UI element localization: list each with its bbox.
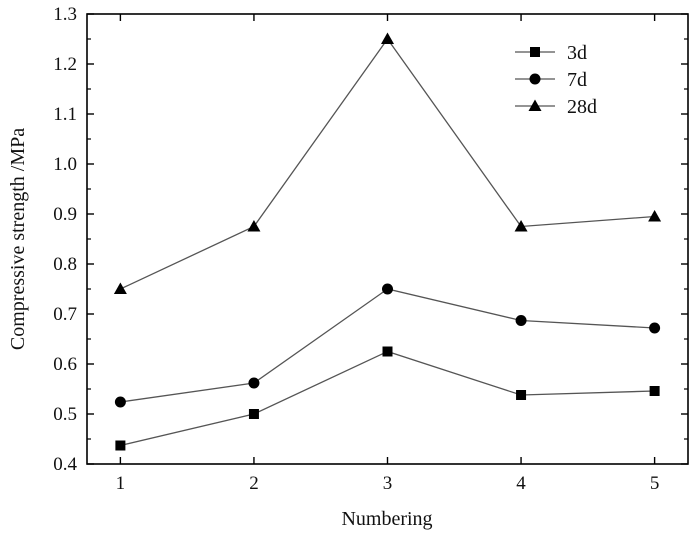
data-point-3d xyxy=(248,409,259,419)
legend-label: 3d xyxy=(567,42,587,64)
x-tick-label: 4 xyxy=(516,473,526,494)
x-tick-label: 3 xyxy=(383,473,393,494)
x-axis-ticks: 1 2 3 4 5 xyxy=(116,14,660,494)
y-axis-ticks: 0.4 0.5 0.6 0.7 0.8 0.9 1.0 1.1 1.2 1.3 xyxy=(53,4,688,475)
data-point-7d xyxy=(515,315,527,326)
data-point-28d xyxy=(514,220,528,232)
y-tick-label: 0.9 xyxy=(53,204,77,225)
legend-marker-7d xyxy=(529,73,541,85)
x-tick-label: 2 xyxy=(249,473,259,494)
x-tick-label: 1 xyxy=(116,473,126,494)
y-tick-label: 0.4 xyxy=(53,454,77,475)
legend-item-7d: 7d xyxy=(515,69,587,91)
y-tick-label: 1.1 xyxy=(53,104,77,125)
y-tick-label: 0.7 xyxy=(53,304,77,325)
y-tick-label: 1.2 xyxy=(53,54,77,75)
data-point-3d xyxy=(115,440,126,451)
data-point-3d xyxy=(516,390,527,400)
series-layer xyxy=(113,32,662,451)
y-tick-label: 0.8 xyxy=(53,254,77,275)
series-7d xyxy=(114,283,661,408)
legend-label: 28d xyxy=(567,96,597,118)
legend-marker-28d xyxy=(528,99,542,111)
y-tick-label: 1.3 xyxy=(53,4,77,25)
y-tick-label: 0.6 xyxy=(53,354,77,375)
series-3d xyxy=(115,346,660,451)
legend-item-28d: 28d xyxy=(515,96,597,118)
legend-item-3d: 3d xyxy=(515,42,587,64)
data-point-3d xyxy=(649,386,660,396)
data-point-7d xyxy=(649,322,661,334)
y-tick-label: 1.0 xyxy=(53,154,77,175)
data-point-28d xyxy=(648,210,662,222)
series-line-7d xyxy=(120,288,655,403)
data-point-28d xyxy=(113,282,127,294)
data-point-7d xyxy=(114,396,126,408)
data-point-28d xyxy=(381,32,394,44)
series-28d xyxy=(113,32,662,294)
legend: 3d 7d 28d xyxy=(515,42,597,118)
x-axis-label: Numbering xyxy=(341,508,432,530)
data-point-3d xyxy=(382,346,393,357)
y-axis-label: Compressive strength /MPa xyxy=(7,128,29,350)
series-line-3d xyxy=(120,350,655,447)
legend-marker-3d xyxy=(530,47,540,57)
plot-frame xyxy=(86,13,689,465)
x-tick-label: 5 xyxy=(650,473,660,494)
legend-label: 7d xyxy=(567,69,587,91)
data-point-7d xyxy=(248,377,260,389)
data-point-7d xyxy=(382,283,393,295)
y-tick-label: 0.5 xyxy=(53,404,77,425)
data-point-28d xyxy=(247,220,261,232)
